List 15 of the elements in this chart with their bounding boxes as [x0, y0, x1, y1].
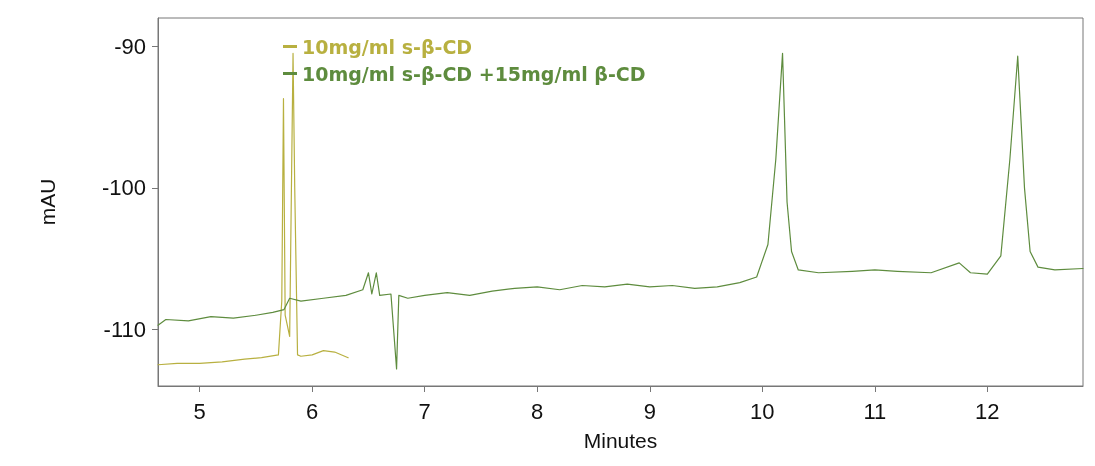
x-tick-label: 5 — [193, 398, 206, 424]
x-tick-label: 12 — [975, 398, 1000, 424]
y-axis-title: mAU — [36, 178, 59, 226]
legend-label: 10mg/ml s-β-CD — [302, 35, 473, 58]
x-tick-label: 9 — [643, 398, 656, 424]
x-tick-label: 11 — [863, 398, 887, 424]
x-tick-label: 6 — [306, 398, 319, 424]
x-axis-title: Minutes — [583, 429, 658, 452]
x-tick-label: 8 — [531, 398, 544, 424]
x-tick-label: 10 — [750, 398, 775, 424]
y-tick-label: -110 — [103, 316, 146, 342]
y-tick-label: -90 — [114, 33, 146, 59]
legend-label: 10mg/ml s-β-CD +15mg/ml β-CD — [302, 62, 646, 85]
y-tick-label: -100 — [101, 175, 146, 201]
x-tick-label: 7 — [418, 398, 431, 424]
